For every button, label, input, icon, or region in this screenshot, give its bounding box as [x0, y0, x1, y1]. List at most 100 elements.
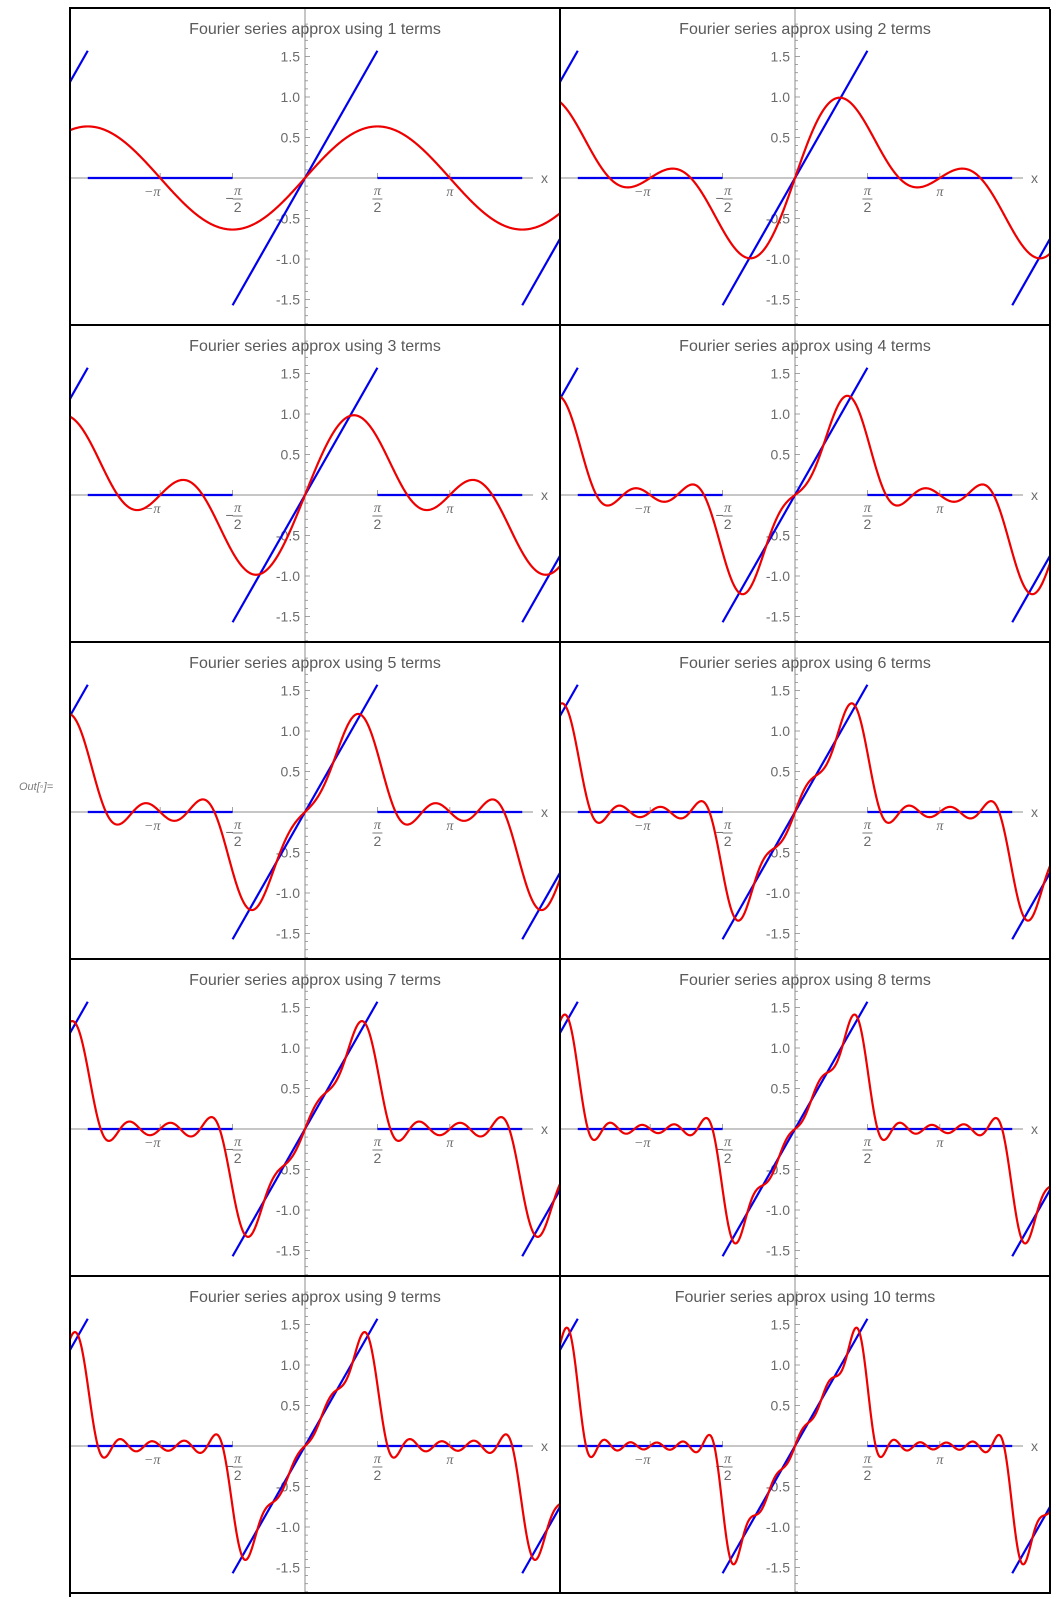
y-tick-label: 1.0	[771, 723, 791, 739]
x-tick-label-numerator: π	[724, 1135, 732, 1150]
y-tick-label: 1.5	[281, 1000, 301, 1016]
panel-title: Fourier series approx using 4 terms	[679, 338, 931, 355]
x-tick-label-denominator: 2	[234, 516, 242, 532]
x-tick-label-denominator: 2	[864, 833, 872, 849]
x-tick-label-sign: −	[225, 1458, 233, 1474]
y-tick-label: 1.0	[281, 1357, 301, 1373]
fourier-approx-curve	[561, 702, 1049, 922]
target-function-segment	[561, 50, 579, 83]
target-function-segment	[561, 367, 579, 400]
y-tick-label: 0.5	[281, 1398, 301, 1414]
plot-panel: x 1.5 1.0 0.5 -0.5 -1.0 -1.5 −π − π 2 π 2 π Fourier se…	[71, 960, 561, 1277]
y-tick-label: -1.5	[276, 609, 300, 625]
y-tick-label: -1.5	[766, 1560, 790, 1576]
x-tick-label: π	[446, 819, 454, 834]
plot-panel: x 1.5 1.0 0.5 -0.5 -1.0 -1.5 −π − π 2 π 2 π Fourier se…	[71, 9, 561, 326]
panel-title: Fourier series approx using 3 terms	[189, 338, 441, 355]
x-tick-label: π	[936, 185, 944, 200]
panel-title: Fourier series approx using 10 terms	[674, 1289, 936, 1306]
y-tick-label: -1.5	[276, 292, 300, 308]
x-tick-label-numerator: π	[864, 818, 872, 833]
x-axis-label: x	[1031, 1438, 1038, 1454]
x-tick-label-denominator: 2	[724, 833, 732, 849]
x-tick-label: −π	[634, 1136, 651, 1151]
x-tick-label: π	[936, 502, 944, 517]
x-tick-label-numerator: π	[724, 818, 732, 833]
fourier-approx-curve	[71, 712, 559, 912]
x-tick-label-sign: −	[225, 507, 233, 523]
x-tick-label-sign: −	[715, 824, 723, 840]
x-tick-label-numerator: π	[724, 501, 732, 516]
x-tick-label: π	[936, 1136, 944, 1151]
x-tick-label-numerator: π	[374, 1452, 382, 1467]
x-tick-label-denominator: 2	[374, 833, 382, 849]
x-tick-label-numerator: π	[374, 818, 382, 833]
y-tick-label: 0.5	[771, 1398, 791, 1414]
panel-title: Fourier series approx using 7 terms	[189, 972, 441, 989]
x-axis-label: x	[1031, 170, 1038, 186]
x-tick-label-numerator: π	[234, 818, 242, 833]
target-function-segment	[521, 238, 559, 306]
y-tick-label: -1.0	[276, 1202, 300, 1218]
x-axis-label: x	[1031, 1121, 1038, 1137]
plot-panel: x 1.5 1.0 0.5 -0.5 -1.0 -1.5 −π − π 2 π 2 π Fourier se…	[561, 643, 1051, 960]
y-tick-label: 1.0	[771, 1357, 791, 1373]
y-tick-label: 1.5	[771, 366, 791, 382]
target-function-segment	[71, 367, 89, 400]
panel-title: Fourier series approx using 9 terms	[189, 1289, 441, 1306]
plot-panel: x 1.5 1.0 0.5 -0.5 -1.0 -1.5 −π − π 2 π 2 π Fourier se…	[71, 643, 561, 960]
x-tick-label-numerator: π	[724, 1452, 732, 1467]
plot-grid: x 1.5 1.0 0.5 -0.5 -1.0 -1.5 −π − π 2 π 2 π Fourier se…	[69, 7, 1051, 1597]
plot-panel: x 1.5 1.0 0.5 -0.5 -1.0 -1.5 −π − π 2 π 2 π Fourier se…	[71, 1277, 561, 1594]
fourier-approx-curve	[561, 1013, 1049, 1245]
y-tick-label: 1.0	[281, 89, 301, 105]
y-tick-label: 1.5	[771, 683, 791, 699]
x-tick-label: −π	[144, 502, 161, 517]
x-tick-label-numerator: π	[234, 1135, 242, 1150]
target-function-segment	[521, 1506, 559, 1574]
plot-panel: x 1.5 1.0 0.5 -0.5 -1.0 -1.5 −π − π 2 π 2 π Fourier se…	[561, 1277, 1051, 1594]
x-tick-label-denominator: 2	[724, 1150, 732, 1166]
target-function-segment	[71, 684, 89, 717]
y-tick-label: -0.5	[276, 211, 300, 227]
x-tick-label-numerator: π	[724, 184, 732, 199]
x-tick-label: −π	[634, 1453, 651, 1468]
x-axis-label: x	[541, 170, 548, 186]
y-tick-label: 1.5	[281, 1317, 301, 1333]
x-tick-label-denominator: 2	[724, 1467, 732, 1483]
y-tick-label: 0.5	[771, 764, 791, 780]
x-tick-label: −π	[144, 1136, 161, 1151]
target-function-segment	[1011, 555, 1049, 623]
x-tick-label-denominator: 2	[864, 1150, 872, 1166]
y-tick-label: -1.5	[276, 1243, 300, 1259]
x-tick-label: −π	[634, 819, 651, 834]
y-tick-label: 0.5	[281, 1081, 301, 1097]
y-tick-label: -1.5	[766, 292, 790, 308]
fourier-approx-curve	[71, 1020, 559, 1238]
y-tick-label: 1.5	[771, 1317, 791, 1333]
y-tick-label: 0.5	[771, 1081, 791, 1097]
x-tick-label-denominator: 2	[864, 199, 872, 215]
target-function-segment	[71, 50, 89, 83]
y-tick-label: -0.5	[276, 1162, 300, 1178]
x-tick-label-denominator: 2	[374, 516, 382, 532]
x-axis-label: x	[541, 1438, 548, 1454]
x-tick-label-denominator: 2	[724, 199, 732, 215]
fourier-approx-curve	[71, 125, 559, 231]
y-tick-label: 1.0	[771, 89, 791, 105]
x-tick-label-numerator: π	[864, 1135, 872, 1150]
target-function-segment	[71, 1318, 89, 1351]
y-tick-label: -1.0	[766, 1519, 790, 1535]
x-tick-label-denominator: 2	[864, 1467, 872, 1483]
target-function-segment	[561, 1318, 579, 1351]
plot-panel: x 1.5 1.0 0.5 -0.5 -1.0 -1.5 −π − π 2 π 2 π Fourier se…	[71, 326, 561, 643]
y-tick-label: -1.0	[766, 568, 790, 584]
target-function-segment	[1011, 1189, 1049, 1257]
